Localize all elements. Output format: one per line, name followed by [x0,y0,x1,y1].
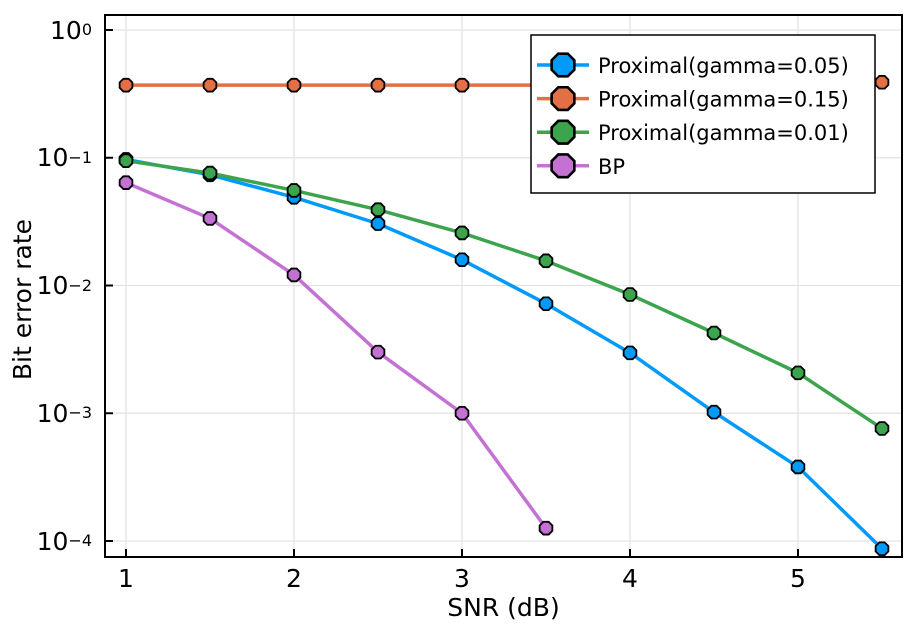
data-point-marker [706,404,722,420]
series-line [124,180,548,530]
data-point-marker [622,287,638,302]
x-axis-tick-label: 5 [790,564,806,593]
legend-marker [550,119,576,145]
data-point-marker [790,365,806,381]
data-point-marker [454,252,470,268]
legend-marker [550,153,576,179]
data-point-marker [118,77,134,93]
data-point-marker [538,520,554,536]
data-point-marker [202,77,218,93]
data-point-marker [874,541,890,556]
data-point-marker [874,74,890,90]
data-point-marker [286,183,302,198]
x-axis-tick-label: 2 [286,564,302,593]
legend-marker [550,85,576,112]
x-axis-tick-label: 1 [118,564,134,593]
data-point-marker [286,77,302,93]
data-point-marker [118,153,134,168]
x-axis-title: SNR (dB) [447,593,560,622]
series-line [124,157,884,551]
y-axis-tick-label: 10 −1 [36,143,92,173]
y-axis-tick-label: 10 −2 [36,271,92,300]
data-point-marker [118,175,134,190]
y-axis-tick-label: 10 0 [50,15,92,45]
data-point-marker [622,345,638,361]
legend-label: Proximal(gamma=0.15) [598,88,849,112]
data-point-marker [706,325,722,341]
data-point-marker [202,165,218,181]
data-point-marker [370,216,386,231]
data-point-marker [454,225,470,241]
legend-label: Proximal(gamma=0.01) [598,121,849,145]
data-point-marker [370,77,386,93]
data-point-marker [790,459,806,475]
series-line [124,158,884,431]
data-point-marker [370,202,386,217]
legend-label: Proximal(gamma=0.05) [598,54,849,78]
x-axis-tick-label: 4 [622,564,638,593]
x-axis-tick-label: 3 [454,564,470,593]
data-point-marker [874,421,890,436]
data-point-marker [202,211,218,226]
y-axis-title-strip: Bit error rate [2,0,42,600]
y-axis-title: Bit error rate [7,219,37,381]
data-point-marker [370,344,386,360]
data-point-marker [454,405,470,421]
data-point-marker [538,253,554,269]
legend-marker [550,52,576,78]
data-point-marker [538,296,554,312]
y-axis-tick-label: 10 −4 [36,526,92,556]
data-point-marker [286,267,302,283]
data-point-marker [454,77,470,93]
legend-label: BP [598,155,625,179]
y-axis-tick-label: 10 −3 [36,398,92,428]
